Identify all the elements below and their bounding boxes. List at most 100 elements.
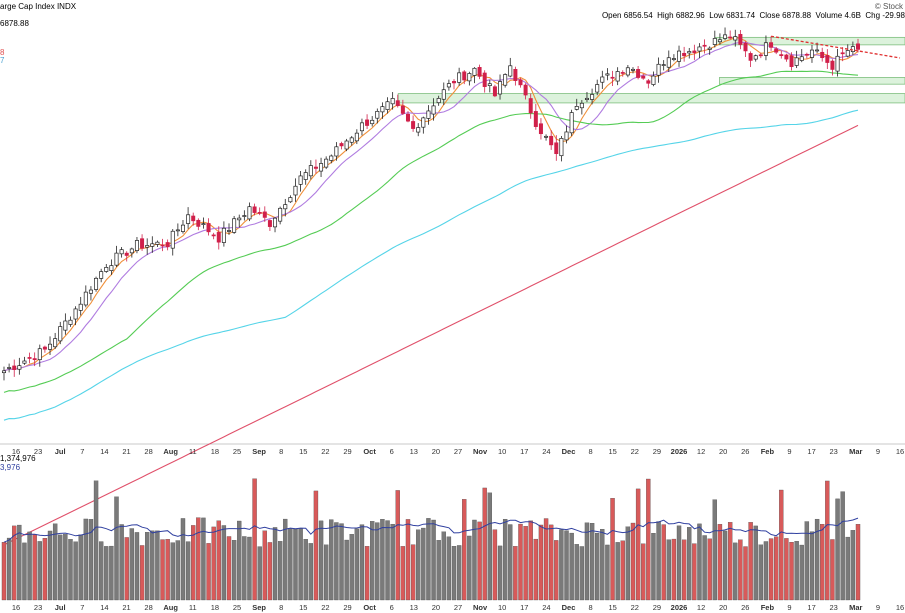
volume-bar	[206, 543, 211, 601]
volume-bar	[32, 534, 37, 601]
candle-body	[385, 101, 390, 110]
volume-bar	[150, 530, 155, 601]
price-x-tick-label: 26	[741, 447, 749, 456]
volume-bar	[283, 518, 288, 601]
volume-bar	[52, 523, 58, 601]
volume-x-tick-label: 13	[410, 603, 418, 612]
volume-bar	[191, 525, 196, 601]
candle-body	[1, 370, 7, 374]
volume-bar	[308, 543, 314, 601]
volume-bar	[242, 536, 247, 601]
volume-x-tick-label: 26	[741, 603, 749, 612]
candle-body	[431, 105, 436, 115]
volume-x-tick-label: 7	[80, 603, 84, 612]
candle-body	[763, 42, 768, 56]
ma-line-1	[3, 41, 859, 372]
volume-x-tick-label: 27	[454, 603, 462, 612]
volume-value-label: 1,374,976	[0, 454, 36, 463]
volume-bar	[221, 525, 227, 601]
candle-body	[83, 291, 88, 306]
candle-body	[477, 67, 482, 77]
volume-bar	[288, 528, 293, 601]
candle-body	[48, 343, 53, 350]
candle-body	[457, 72, 462, 83]
candle-body	[636, 69, 641, 78]
volume-bar	[559, 529, 564, 601]
volume-bar	[68, 539, 73, 601]
candle-body	[513, 68, 518, 81]
volume-bar	[344, 539, 349, 601]
chart-title: arge Cap Index	[0, 2, 55, 11]
volume-bar	[554, 540, 559, 601]
volume-x-tick-label: 9	[876, 603, 880, 612]
volume-bar	[27, 531, 32, 601]
price-x-tick-label: Jul	[55, 447, 66, 456]
volume-bar	[697, 523, 702, 601]
volume-bar	[201, 517, 206, 601]
volume-x-tick-label: 15	[299, 603, 307, 612]
ohlc-close-label: Close	[759, 11, 780, 20]
volume-bar	[313, 490, 319, 601]
candle-body	[395, 100, 400, 107]
volume-x-tick-label: 22	[321, 603, 329, 612]
price-x-tick-label: 10	[498, 447, 506, 456]
volume-bar	[267, 542, 273, 601]
price-x-tick-label: 22	[321, 447, 329, 456]
candle-body	[380, 106, 385, 113]
price-x-tick-label: 20	[432, 447, 440, 456]
volume-x-tick-label: 29	[343, 603, 351, 612]
volume-x-tick-label: Mar	[849, 603, 862, 612]
volume-bar	[47, 530, 53, 601]
volume-bar	[298, 528, 303, 601]
volume-bar	[226, 536, 232, 601]
price-x-tick-label: 9	[876, 447, 880, 456]
volume-bar	[513, 546, 518, 601]
candle-body	[779, 54, 784, 56]
candle-body	[671, 58, 676, 60]
ohlc-high-label: High	[657, 11, 674, 20]
candle-body	[743, 42, 748, 52]
volume-bar	[170, 542, 175, 601]
volume-bar	[825, 480, 830, 601]
volume-bar	[456, 545, 462, 601]
candle-body	[329, 155, 334, 161]
candle-body	[835, 55, 840, 72]
volume-bar	[231, 540, 237, 601]
ohlc-low-label: Low	[709, 11, 724, 20]
volume-bar	[421, 527, 426, 601]
volume-bar	[78, 534, 83, 601]
candle-body	[32, 358, 37, 361]
volume-bar	[727, 522, 733, 601]
candle-body	[682, 52, 687, 57]
last-value-label: 6878.88	[0, 19, 29, 28]
candle-body	[232, 218, 237, 233]
volume-bar	[845, 536, 850, 601]
volume-bar	[548, 524, 554, 601]
volume-ma-line	[3, 517, 859, 543]
candle-body	[186, 214, 191, 224]
candle-body	[104, 267, 109, 272]
volume-bar	[160, 539, 165, 601]
price-x-tick-label: 8	[589, 447, 593, 456]
volume-bar	[671, 538, 677, 601]
volume-bar	[738, 539, 743, 601]
candle-body	[758, 54, 763, 57]
price-x-tick-label: Feb	[761, 447, 775, 456]
price-x-tick-label: 23	[830, 447, 838, 456]
candle-body	[574, 106, 579, 110]
price-x-tick-label: Oct	[363, 447, 376, 456]
candle-body	[804, 53, 809, 56]
volume-bar	[753, 525, 758, 601]
candle-body	[641, 75, 646, 79]
volume-bar	[73, 541, 78, 601]
candle-body	[651, 75, 656, 85]
volume-bar	[114, 496, 119, 601]
candle-body	[339, 143, 344, 147]
volume-bar	[676, 525, 682, 601]
price-x-tick-label: 14	[100, 447, 108, 456]
price-x-tick-label: 16	[896, 447, 904, 456]
volume-bar	[651, 533, 656, 601]
candle-body	[656, 63, 661, 76]
candle-body	[155, 241, 160, 245]
